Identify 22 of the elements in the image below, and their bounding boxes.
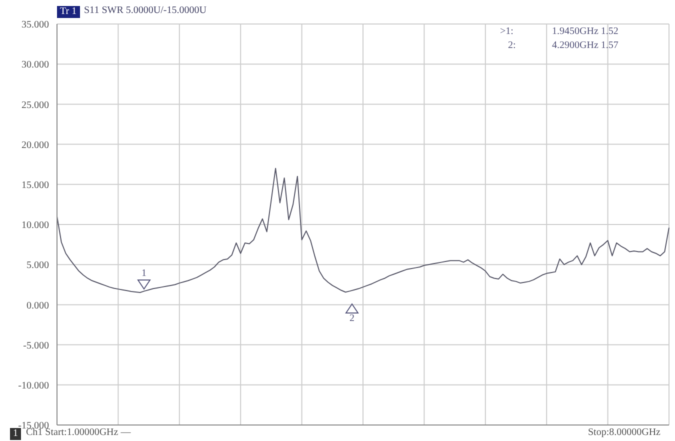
y-tick-label: 5.000: [26, 260, 49, 272]
y-tick-label: 35.000: [22, 20, 49, 31]
annotation: 1.9450GHz 1.52: [552, 26, 618, 38]
y-tick-label: -10.000: [18, 380, 49, 392]
text: 1: [13, 428, 18, 439]
text: Ch1 Start:1.00000GHz —: [26, 427, 131, 439]
y-tick-label: 15.000: [22, 180, 49, 191]
line-series: [56, 168, 670, 294]
annotation: >1:: [500, 26, 514, 38]
text: Tr 1: [57, 6, 80, 18]
annotation: 1: [140, 268, 148, 279]
y-tick-label: 0.000: [26, 300, 49, 312]
y-tick-label: 25.000: [22, 100, 49, 111]
annotation: 2: [348, 313, 356, 324]
y-tick-label: 10.000: [22, 220, 49, 232]
annotation: 4.2900GHz 1.57: [552, 40, 618, 52]
chart-title: S11 SWR 5.0000U/-15.0000U: [84, 5, 206, 16]
text: Stop:8.00000GHz: [588, 427, 660, 439]
y-tick-label: 20.000: [22, 140, 49, 151]
y-tick-label: 30.000: [22, 60, 49, 71]
annotation: 2:: [508, 40, 516, 52]
y-tick-label: -5.000: [23, 340, 49, 352]
